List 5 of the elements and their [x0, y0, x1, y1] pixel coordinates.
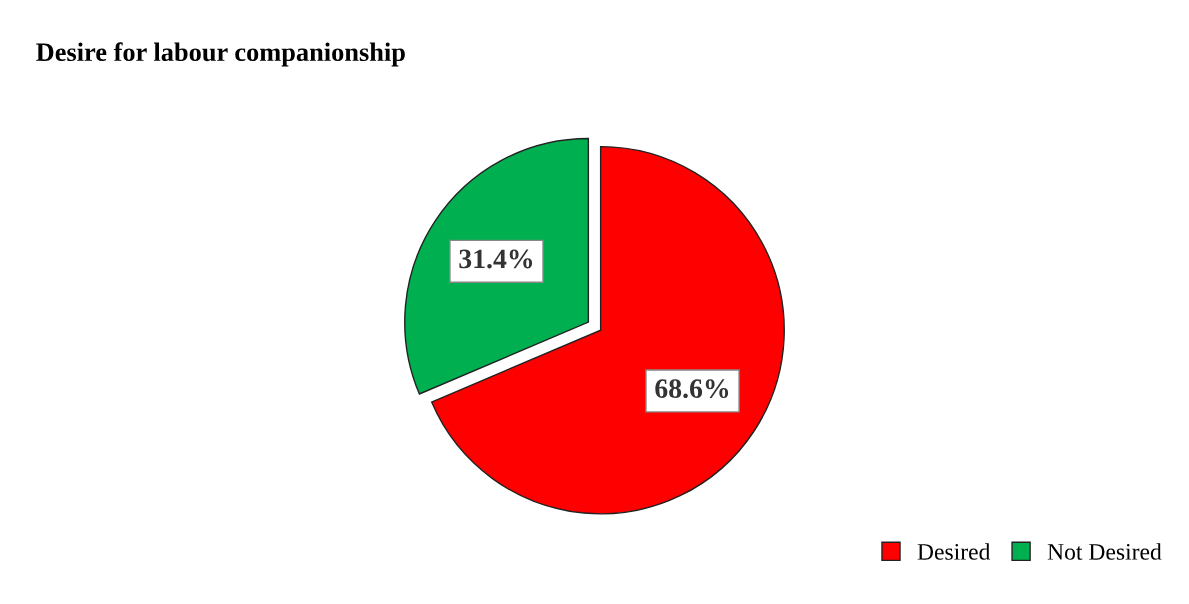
data-label: 31.4% — [459, 249, 533, 269]
legend-label: Desired — [917, 543, 991, 560]
legend-label: Not Desired — [1047, 543, 1162, 560]
data-label: 68.6% — [655, 379, 729, 399]
chart-title: Desire for labour companionship — [36, 42, 405, 67]
